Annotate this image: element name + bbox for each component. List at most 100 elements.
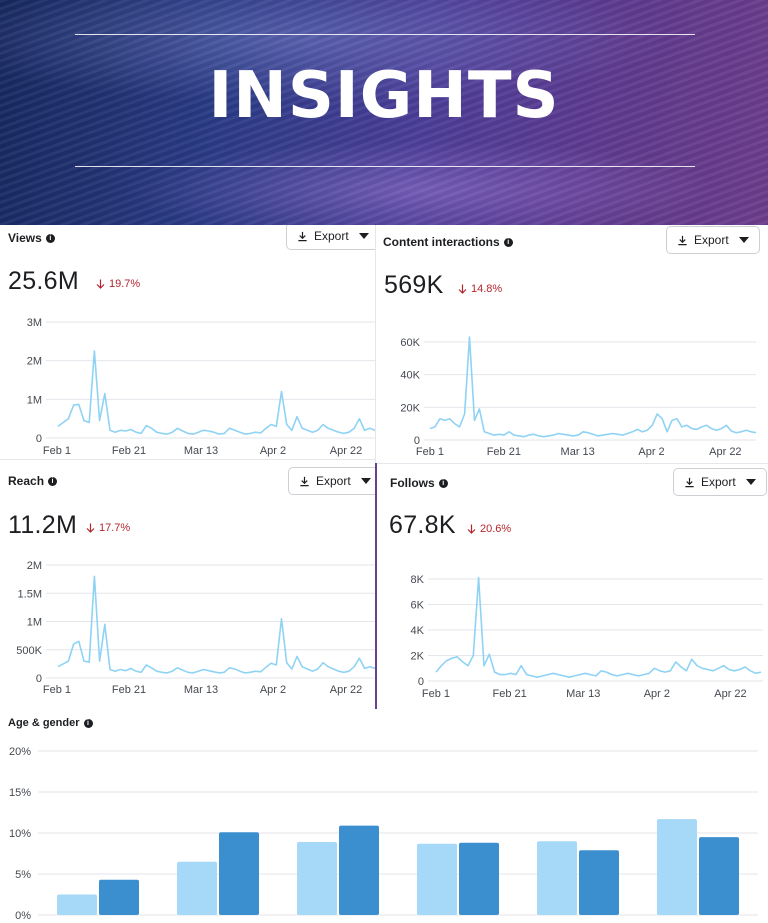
x-tick-label: Feb 1 — [43, 445, 71, 457]
y-tick-label: 5% — [15, 869, 31, 881]
insights-banner: INSIGHTS — [0, 0, 768, 230]
bar[interactable] — [177, 861, 217, 915]
reach-total: 11.2M — [8, 511, 78, 539]
info-icon[interactable]: i — [45, 233, 55, 243]
y-tick-label: 8K — [411, 574, 425, 586]
reach-export-button[interactable]: Export — [288, 467, 375, 495]
views-card: Views i Export 25.6M 19.7% 0 1M 2M 3M Feb 1 F… — [0, 225, 375, 459]
bar[interactable] — [417, 843, 457, 915]
follows-line-chart: 0 2K 4K 6K 8K Feb 1 Feb 21 Mar 13 Apr 2 Apr 22 — [411, 574, 763, 700]
follows-total: 67.8K — [389, 511, 456, 539]
bar[interactable] — [339, 825, 379, 915]
info-icon[interactable]: i — [503, 237, 513, 247]
x-tick-label: Apr 2 — [260, 445, 286, 457]
y-tick-label: 0 — [414, 435, 420, 447]
x-tick-label: Apr 2 — [638, 446, 664, 458]
y-tick-label: 20% — [9, 746, 31, 758]
arrow-down-icon — [86, 523, 95, 533]
views-export-button[interactable]: Export — [286, 225, 375, 250]
bar[interactable] — [459, 842, 499, 915]
banner-rule-top — [75, 34, 695, 35]
views-total: 25.6M — [8, 267, 79, 295]
x-tick-label: Feb 1 — [416, 446, 444, 458]
follows-title-label: Follows — [390, 476, 435, 490]
arrow-down-icon — [96, 279, 105, 289]
content-title: Content interactions i — [383, 235, 513, 249]
age-gender-bar-chart: 0% 5% 10% 15% 20% — [9, 746, 758, 922]
content-export-button[interactable]: Export — [666, 226, 760, 254]
chevron-down-icon — [360, 478, 371, 484]
age-gender-title: Age & gender i — [8, 717, 93, 729]
arrow-down-icon — [467, 524, 476, 534]
y-tick-label: 0 — [36, 673, 42, 685]
y-tick-label: 6K — [411, 600, 425, 612]
views-line-chart: 0 1M 2M 3M Feb 1 Feb 21 Mar 13 Apr 2 Apr 22 — [27, 317, 375, 457]
y-tick-label: 500K — [16, 645, 42, 657]
bar[interactable] — [219, 832, 259, 915]
y-tick-label: 1M — [27, 394, 42, 406]
y-tick-label: 0% — [15, 910, 31, 922]
follows-card: Follows i Export 67.8K 20.6% 0 2K 4K 6K 8K Fe… — [377, 463, 768, 709]
y-tick-label: 2M — [27, 356, 42, 368]
y-tick-label: 60K — [400, 337, 420, 349]
x-tick-label: Mar 13 — [561, 446, 595, 458]
reach-line-chart: 0 500K 1M 1.5M 2M Feb 1 Feb 21 Mar 13 Apr 2 Apr 2… — [16, 560, 375, 696]
content-total: 569K — [384, 271, 444, 299]
y-tick-label: 0 — [36, 433, 42, 445]
follows-export-button[interactable]: Export — [673, 468, 767, 496]
export-label: Export — [694, 233, 729, 247]
bar[interactable] — [657, 819, 697, 915]
x-tick-label: Apr 22 — [330, 684, 362, 696]
reach-card: Reach i Export 11.2M 17.7% 0 500K 1M 1.5M 2M… — [0, 459, 375, 709]
x-tick-label: Apr 2 — [644, 688, 670, 700]
x-tick-label: Feb 21 — [112, 445, 146, 457]
chevron-down-icon — [738, 237, 749, 243]
reach-title: Reach i — [8, 474, 58, 488]
x-tick-label: Apr 22 — [714, 688, 746, 700]
y-tick-label: 2M — [27, 560, 42, 572]
bar[interactable] — [297, 842, 337, 915]
export-label: Export — [701, 475, 736, 489]
bar[interactable] — [579, 850, 619, 915]
y-tick-label: 1M — [27, 617, 42, 629]
age-gender-title-label: Age & gender — [8, 717, 80, 729]
banner-rule-bottom — [75, 166, 695, 167]
export-label: Export — [316, 474, 351, 488]
views-delta: 19.7% — [96, 278, 140, 290]
content-delta-value: 14.8% — [471, 283, 503, 295]
bar[interactable] — [699, 837, 739, 915]
x-tick-label: Feb 1 — [422, 688, 450, 700]
export-label: Export — [314, 229, 349, 243]
y-tick-label: 1.5M — [18, 588, 42, 600]
content-line-chart: 0 20K 40K 60K Feb 1 Feb 21 Mar 13 Apr 2 Apr 22 — [400, 336, 757, 458]
info-icon[interactable]: i — [438, 478, 448, 488]
y-tick-label: 10% — [9, 828, 31, 840]
y-tick-label: 20K — [400, 402, 420, 414]
arrow-down-icon — [458, 284, 467, 294]
bar[interactable] — [99, 879, 139, 915]
follows-delta-value: 20.6% — [480, 523, 512, 535]
x-tick-label: Apr 22 — [709, 446, 741, 458]
x-tick-label: Feb 1 — [43, 684, 71, 696]
x-tick-label: Feb 21 — [487, 446, 521, 458]
y-tick-label: 40K — [400, 370, 420, 382]
download-icon — [298, 231, 307, 241]
info-icon[interactable]: i — [48, 476, 58, 486]
series-line — [429, 336, 757, 438]
x-tick-label: Mar 13 — [566, 688, 600, 700]
banner-title: INSIGHTS — [208, 59, 560, 133]
series-line — [57, 350, 375, 435]
series-line — [57, 575, 375, 674]
bar[interactable] — [537, 841, 577, 915]
bar[interactable] — [57, 894, 97, 916]
age-gender-card: Age & gender i 0% 5% 10% 15% 20% — [0, 709, 768, 923]
x-tick-label: Mar 13 — [184, 684, 218, 696]
views-title-label: Views — [8, 231, 42, 245]
y-tick-label: 4K — [411, 625, 425, 637]
x-tick-label: Apr 2 — [260, 684, 286, 696]
info-icon[interactable]: i — [83, 718, 93, 728]
views-title: Views i — [8, 231, 55, 245]
download-icon — [300, 476, 309, 486]
series-line — [435, 576, 762, 678]
y-tick-label: 15% — [9, 787, 31, 799]
